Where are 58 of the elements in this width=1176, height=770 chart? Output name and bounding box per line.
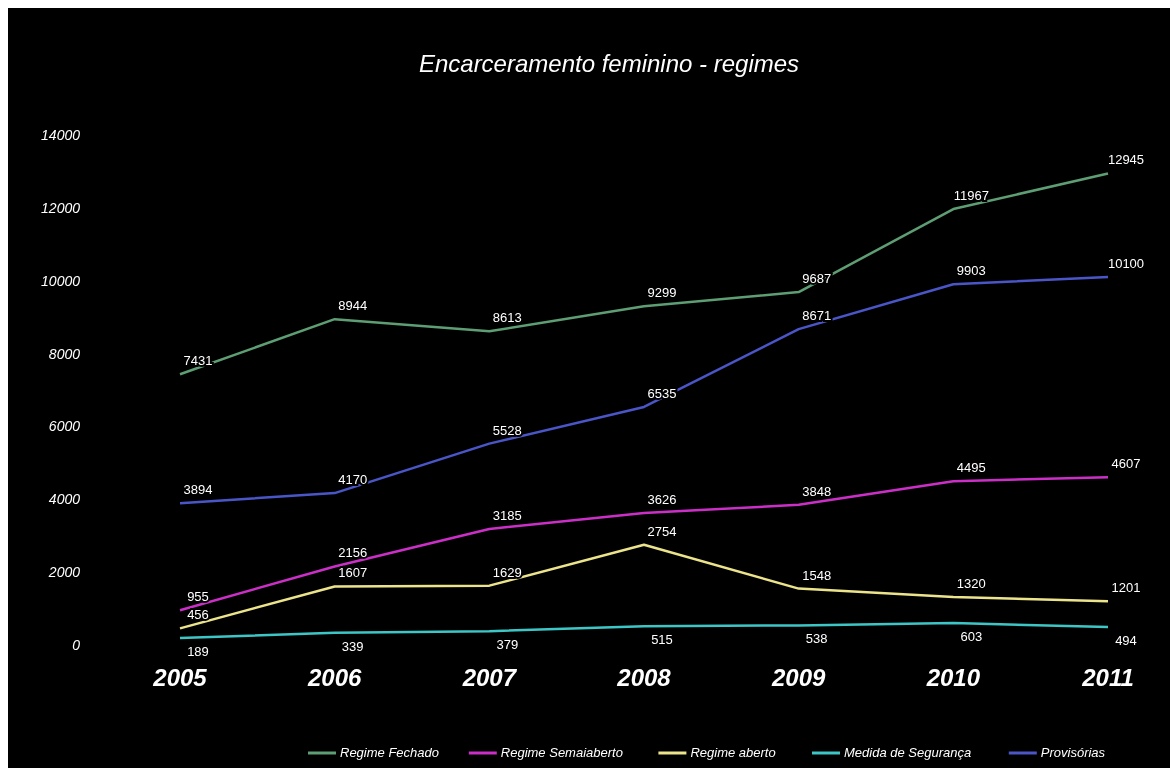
line-series xyxy=(178,543,1110,630)
data-label: 339 xyxy=(341,638,364,654)
data-label: 1629 xyxy=(492,564,522,580)
data-label: 4607 xyxy=(1111,456,1141,472)
y-tick-label: 4000 xyxy=(48,491,81,508)
data-label: 5528 xyxy=(492,422,522,438)
x-tick-label: 2008 xyxy=(616,664,672,691)
y-tick-label: 14000 xyxy=(41,127,81,143)
y-tick-label: 2000 xyxy=(47,564,81,581)
data-label: 2156 xyxy=(338,545,368,561)
data-label: 515 xyxy=(651,632,673,648)
data-label: 538 xyxy=(805,631,828,647)
data-label: 2754 xyxy=(647,523,677,539)
line-series xyxy=(178,475,1110,612)
data-label: 603 xyxy=(960,629,983,645)
y-tick-label: 12000 xyxy=(41,199,81,216)
x-tick-label: 2010 xyxy=(925,664,981,691)
data-label: 955 xyxy=(187,589,209,605)
data-label: 12945 xyxy=(1107,152,1145,168)
line-series xyxy=(178,275,1110,505)
y-tick-label: 0 xyxy=(72,637,81,653)
data-label: 189 xyxy=(187,644,209,660)
legend-label: Regime aberto xyxy=(690,745,776,760)
data-label: 4170 xyxy=(338,472,368,488)
data-label: 11967 xyxy=(953,188,989,204)
data-label: 7431 xyxy=(183,353,213,369)
x-tick-label: 2006 xyxy=(306,664,363,691)
data-label: 494 xyxy=(1115,633,1137,648)
data-label: 10100 xyxy=(1107,256,1145,272)
data-label: 8944 xyxy=(338,298,368,314)
data-label: 3185 xyxy=(492,507,522,523)
x-tick-label: 2007 xyxy=(461,664,518,691)
data-label: 4495 xyxy=(956,460,986,476)
data-label: 3894 xyxy=(183,482,213,498)
data-label: 1548 xyxy=(802,567,832,583)
line-series xyxy=(178,172,1110,376)
data-label: 379 xyxy=(496,637,519,653)
data-label: 456 xyxy=(187,607,209,623)
x-tick-label: 2005 xyxy=(152,664,208,691)
data-label: 3848 xyxy=(802,483,832,499)
x-tick-label: 2009 xyxy=(770,664,827,691)
legend-label: Regime Semaiaberto xyxy=(500,745,623,760)
data-label: 8613 xyxy=(492,310,522,326)
data-label: 1607 xyxy=(338,565,368,581)
data-label: 1201 xyxy=(1111,580,1141,596)
x-tick-label: 2011 xyxy=(1081,664,1134,691)
legend-label: Provisórias xyxy=(1040,745,1106,760)
y-tick-label: 8000 xyxy=(48,345,81,362)
data-label: 9299 xyxy=(647,285,677,301)
y-tick-label: 6000 xyxy=(48,418,81,435)
data-label: 9903 xyxy=(956,263,986,279)
chart-title: Encarceramento feminino - regimes xyxy=(418,50,800,77)
data-label: 1320 xyxy=(956,575,986,591)
y-tick-label: 10000 xyxy=(41,272,81,289)
data-label: 8671 xyxy=(802,308,832,324)
data-label: 3626 xyxy=(647,491,677,507)
legend-label: Medida de Segurança xyxy=(844,745,972,760)
legend-label: Regime Fechado xyxy=(340,745,439,760)
